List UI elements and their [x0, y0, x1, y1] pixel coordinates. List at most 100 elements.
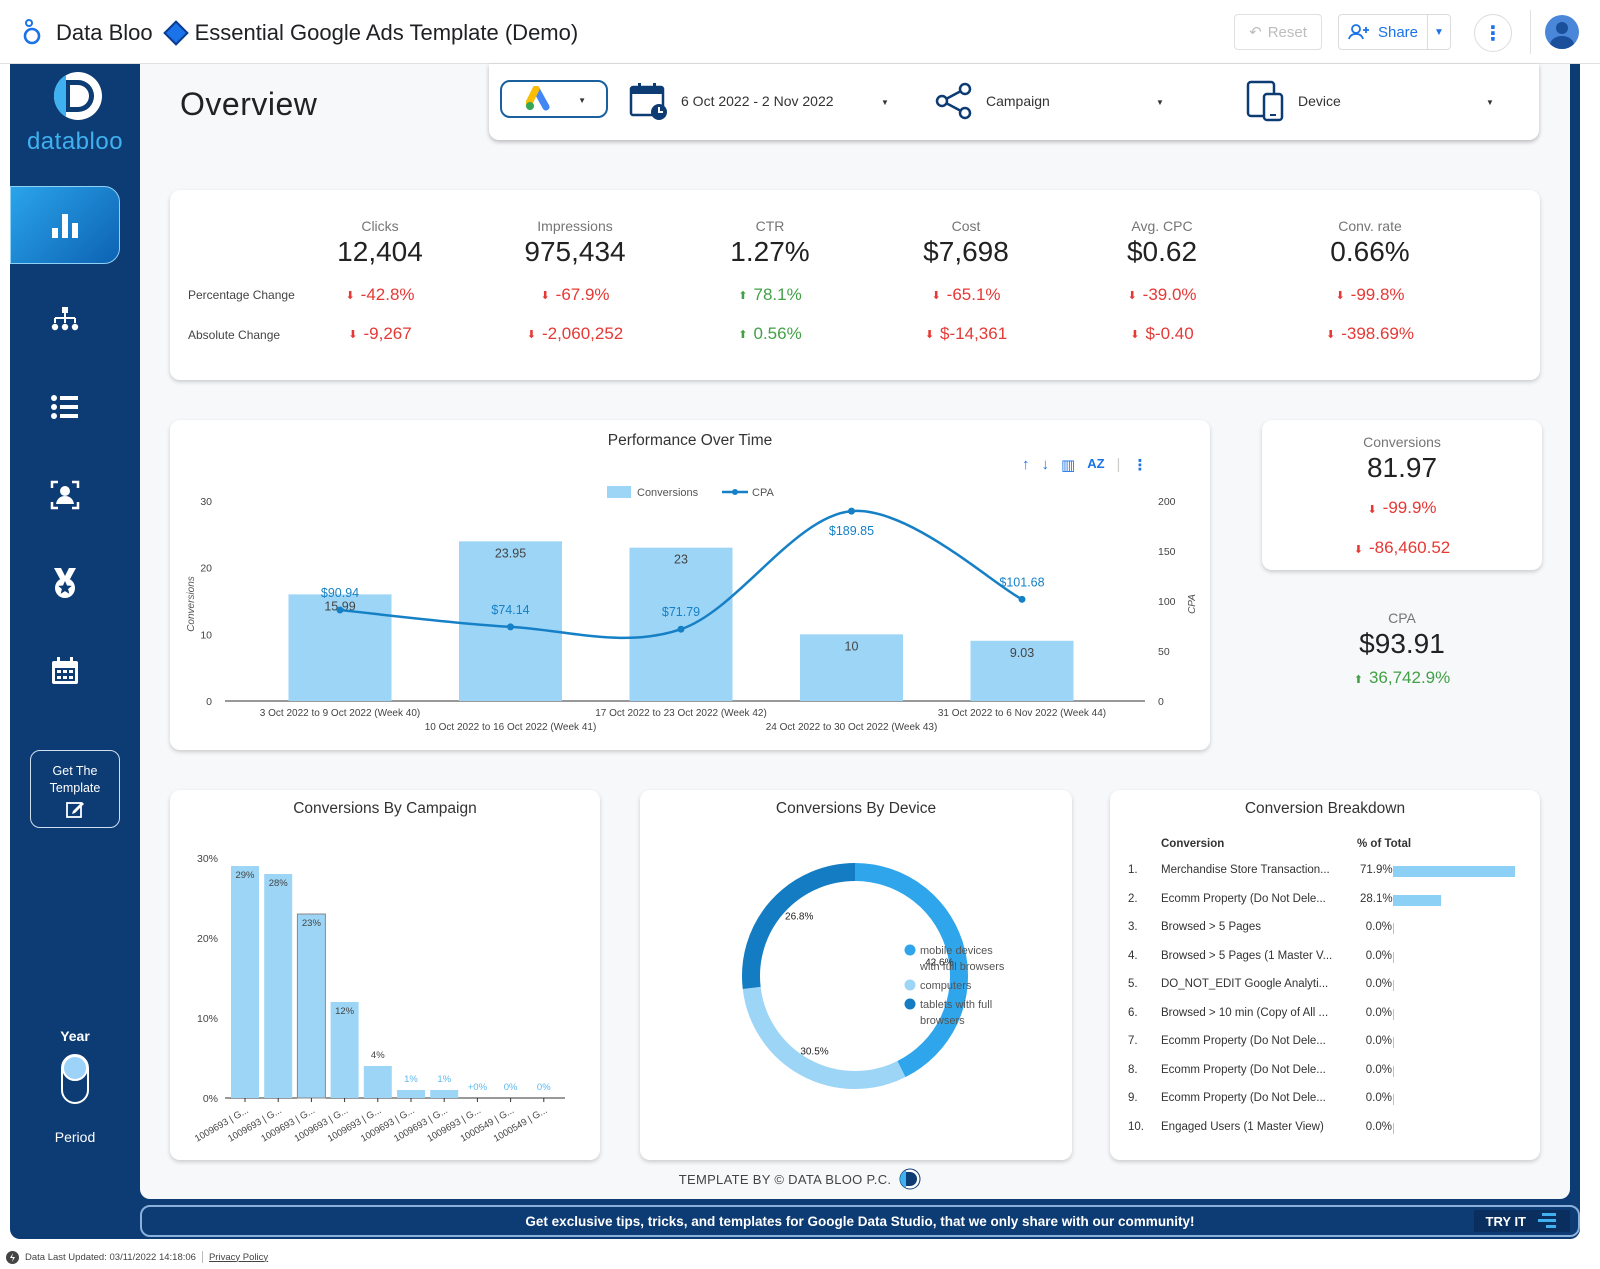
share-dropdown-caret-icon[interactable]: ▼ [1434, 26, 1444, 38]
sort-az-icon[interactable]: AZ [1087, 456, 1105, 471]
add-person-icon [1348, 24, 1369, 40]
table-row[interactable]: 1. Merchandise Store Transaction... 71.9% [1110, 864, 1540, 884]
change-value: 78.1% [753, 285, 802, 304]
conversions-bar[interactable] [459, 541, 562, 701]
device-slice[interactable] [742, 863, 856, 989]
community-banner[interactable]: Get exclusive tips, tricks, and template… [140, 1205, 1580, 1237]
privacy-policy-link[interactable]: Privacy Policy [208, 1251, 269, 1263]
y-tick-label: 0 [206, 696, 212, 708]
report-title[interactable]: Essential Google Ads Template (Demo) [194, 20, 579, 45]
year-period-toggle[interactable] [61, 1054, 89, 1104]
bar-data-label: 10 [845, 639, 859, 653]
table-row[interactable]: 4. Browsed > 5 Pages (1 Master V... 0.0% [1110, 950, 1540, 970]
date-range-filter[interactable]: 6 Oct 2022 - 2 Nov 2022 ▼ [629, 78, 904, 124]
nav-audience[interactable] [10, 456, 120, 534]
kpi-absolute-change: ⬇ $-0.40 [1067, 324, 1257, 344]
cpa-point[interactable] [848, 507, 855, 515]
conversions-bar[interactable] [970, 640, 1074, 701]
hierarchy-icon [51, 307, 79, 331]
legend-label[interactable]: computers [920, 980, 972, 992]
table-row[interactable]: 9. Ecomm Property (Do Not Dele... 0.0% [1110, 1092, 1540, 1112]
page-title: Overview [180, 86, 318, 122]
nav-campaigns[interactable] [10, 280, 120, 358]
drill-down-icon[interactable]: ▥ [1061, 457, 1076, 474]
toggle-knob[interactable] [62, 1055, 88, 1081]
campaign-bar[interactable] [296, 913, 326, 1099]
kpi-label: Conv. rate [1338, 218, 1402, 234]
data-source-selector[interactable]: ▼ [500, 80, 608, 118]
cpa-point[interactable] [1018, 595, 1026, 603]
bar-data-label: 23 [674, 553, 688, 567]
table-header-row: Conversion % of Total [1110, 838, 1540, 858]
campaign-filter[interactable]: Campaign ▼ [934, 78, 1184, 124]
arrow-down-icon: ⬇ [1367, 504, 1377, 516]
more-options-button[interactable]: ⋮ [1474, 14, 1512, 52]
table-row[interactable]: 8. Ecomm Property (Do Not Dele... 0.0% [1110, 1064, 1540, 1084]
table-row[interactable]: 2. Ecomm Property (Do Not Dele... 28.1% [1110, 893, 1540, 913]
legend-marker [732, 489, 738, 495]
footer-credit: TEMPLATE BY © DATA BLOO P.C. [620, 1168, 980, 1190]
legend-label[interactable]: mobile devices with full browsers [919, 945, 1005, 973]
arrow-down-icon: ⬇ [924, 329, 935, 341]
cpa-point[interactable] [677, 625, 685, 633]
pct-bar [1393, 866, 1515, 877]
device-plot: 42.6% 30.5% 26.8% mobile devices with full b… [742, 863, 1005, 1089]
kpi-percentage-change: ⬇ -65.1% [871, 285, 1061, 305]
legend-marker [904, 998, 916, 1010]
conversions-bar[interactable] [629, 547, 733, 701]
table-row[interactable]: 10. Engaged Users (1 Master View) 0.0% [1110, 1121, 1540, 1141]
kpi-value: $0.62 [1126, 236, 1198, 267]
chart-menu-icon[interactable]: ⋮ [1132, 457, 1148, 474]
kpi-percentage-change: ⬆ 78.1% [675, 285, 865, 305]
try-it-button[interactable]: TRY IT [1473, 1210, 1570, 1232]
user-avatar[interactable] [1545, 15, 1579, 49]
reset-button[interactable]: ↶ Reset [1234, 14, 1322, 50]
get-template-button[interactable]: Get The Template [30, 750, 120, 828]
table-row[interactable]: 7. Ecomm Property (Do Not Dele... 0.0% [1110, 1035, 1540, 1055]
arrow-down-icon: ⬇ [931, 290, 941, 302]
cpa-line[interactable] [339, 509, 1023, 640]
pct-of-total: 71.9% [1360, 864, 1393, 876]
row-number: 10. [1128, 1120, 1144, 1133]
table-row[interactable]: 3. Browsed > 5 Pages 0.0% [1110, 921, 1540, 941]
conversions-by-device-chart[interactable]: Conversions By Device 42.6% 30.5% 26.8% mob… [640, 790, 1072, 1160]
y2-tick-label: 50 [1158, 646, 1170, 658]
table-row[interactable]: 6. Browsed > 10 min (Copy of All ... 0.0% [1110, 1007, 1540, 1027]
column-header-pct[interactable]: % of Total [1357, 838, 1412, 850]
cpa-point[interactable] [336, 606, 344, 614]
y2-tick-label: 200 [1158, 496, 1176, 508]
table-row[interactable]: 5. DO_NOT_EDIT Google Analyti... 0.0% [1110, 978, 1540, 998]
nav-list[interactable] [10, 368, 120, 446]
diamond-icon [162, 20, 189, 46]
performance-over-time-chart[interactable]: Performance Over Time ↑ ↓ ▥ AZ | ⋮ 0 10 20… [170, 420, 1210, 750]
nav-calendar[interactable] [10, 632, 120, 710]
share-button[interactable]: Share ▼ [1338, 14, 1451, 50]
row-number: 4. [1128, 949, 1138, 962]
nav-awards[interactable] [10, 544, 120, 622]
reset-label: Reset [1267, 23, 1307, 41]
share-main[interactable]: Share [1339, 15, 1428, 49]
nav-overview[interactable] [10, 186, 120, 264]
device-filter[interactable]: Device ▼ [1246, 78, 1506, 124]
sort-descending-icon[interactable]: ↓ [1041, 456, 1050, 473]
y2-tick-label: 100 [1158, 596, 1176, 608]
sort-ascending-icon[interactable]: ↑ [1022, 456, 1030, 473]
device-slice[interactable] [854, 863, 968, 1078]
device-value: Device [1298, 93, 1341, 109]
campaign-bar[interactable] [330, 1002, 359, 1098]
credit-text: TEMPLATE BY © DATA BLOO P.C. [678, 1172, 892, 1187]
column-header-conversion[interactable]: Conversion [1161, 838, 1225, 850]
conversions-bar[interactable] [800, 634, 903, 701]
device-slice[interactable] [742, 986, 906, 1089]
conversions-value: 81.97 [1366, 452, 1438, 483]
legend-label[interactable]: tablets with full browsers [920, 999, 992, 1027]
cpa-point[interactable] [507, 623, 514, 631]
x-tick-label: 10 Oct 2022 to 16 Oct 2022 (Week 41) [425, 722, 597, 733]
campaign-bar[interactable] [397, 1090, 425, 1098]
x-tick-label: 24 Oct 2022 to 30 Oct 2022 (Week 43) [766, 722, 938, 733]
campaign-bar[interactable] [430, 1090, 459, 1098]
campaign-bar[interactable] [363, 1066, 392, 1098]
campaign-bar[interactable] [264, 874, 293, 1098]
conversions-by-campaign-chart[interactable]: Conversions By Campaign 0% 10% 20% 30% 29% 10… [170, 790, 600, 1160]
campaign-bar[interactable] [231, 866, 259, 1098]
